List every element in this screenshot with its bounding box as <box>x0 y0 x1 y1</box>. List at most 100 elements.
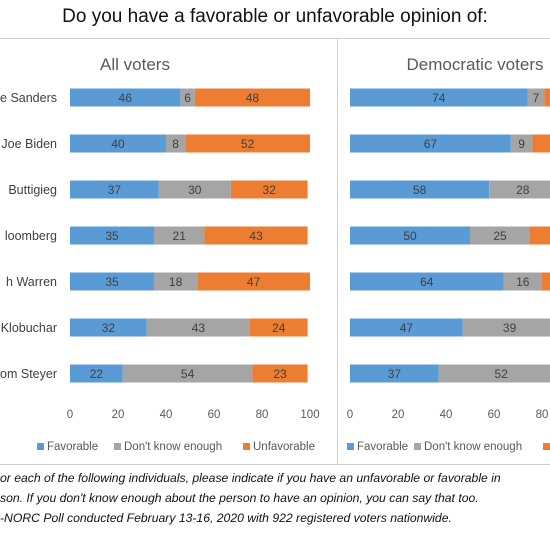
data-label: 50 <box>403 229 417 243</box>
data-label: 16 <box>516 275 530 289</box>
bar-segment <box>350 272 504 291</box>
category-label: e Sanders <box>0 91 57 105</box>
bar-segment <box>70 134 166 153</box>
legend-swatch <box>543 443 550 450</box>
tick-label: 20 <box>392 409 405 421</box>
bar-segment <box>154 226 205 245</box>
legend-swatch <box>347 443 354 450</box>
footnote-line-1: or each of the following individuals, pl… <box>0 471 501 485</box>
bar-segment <box>438 364 550 383</box>
data-label: 35 <box>105 275 119 289</box>
data-label: 6 <box>184 91 191 105</box>
data-label: 18 <box>169 275 183 289</box>
bar-segment <box>350 88 528 107</box>
tick-label: 20 <box>112 409 125 421</box>
category-label: Klobuchar <box>1 321 57 335</box>
legend-swatch <box>114 443 121 450</box>
footnote-line-3: -NORC Poll conducted February 13-16, 202… <box>0 511 452 525</box>
data-label: 40 <box>111 137 125 151</box>
bar-segment <box>70 318 147 337</box>
data-label: 28 <box>516 183 530 197</box>
page-title: Do you have a favorable or unfavorable o… <box>62 6 488 27</box>
tick-label: 40 <box>440 409 453 421</box>
data-label: 32 <box>102 321 116 335</box>
data-label: 8 <box>172 137 179 151</box>
category-label: loomberg <box>5 229 57 243</box>
bar-segment <box>530 226 550 245</box>
bar-segment <box>510 134 533 153</box>
bar-segment <box>252 364 308 383</box>
tick-label: 60 <box>208 409 221 421</box>
bar-segment <box>180 88 195 107</box>
bar-segment <box>70 226 154 245</box>
data-label: 43 <box>249 229 263 243</box>
data-label: 43 <box>192 321 206 335</box>
bar-segment <box>122 364 253 383</box>
bar-segment <box>470 226 530 245</box>
panel-divider <box>337 39 338 464</box>
legend-swatch <box>37 443 44 450</box>
bar-segment <box>166 134 186 153</box>
bar-segment <box>197 272 310 291</box>
tick-label: 80 <box>536 409 549 421</box>
data-label: 54 <box>181 367 195 381</box>
tick-label: 0 <box>67 409 73 421</box>
data-label: 67 <box>424 137 438 151</box>
bar-segment <box>350 318 463 337</box>
footnote-line-2: son. If you don't know enough about the … <box>0 491 479 505</box>
legend-label: Don't know enough <box>424 441 522 453</box>
data-label: 7 <box>533 91 540 105</box>
bar-segment <box>503 272 542 291</box>
bar-segment <box>350 180 490 199</box>
tick-label: 60 <box>488 409 501 421</box>
data-label: 37 <box>388 367 402 381</box>
bar-segment <box>527 88 545 107</box>
data-label: 25 <box>493 229 507 243</box>
bar-segment <box>146 318 250 337</box>
bar-segment <box>70 364 123 383</box>
data-label: 30 <box>188 183 202 197</box>
legend-label: Don't know enough <box>124 441 222 453</box>
bar-segment <box>350 226 470 245</box>
bar-segment <box>489 180 550 199</box>
category-label: Buttigieg <box>8 183 57 197</box>
legend-swatch <box>243 443 250 450</box>
data-label: 47 <box>247 275 261 289</box>
data-label: 21 <box>173 229 187 243</box>
bar-segment <box>70 180 159 199</box>
bar-segment <box>230 180 308 199</box>
data-label: 22 <box>90 367 104 381</box>
bar-segment <box>70 88 181 107</box>
data-label: 64 <box>420 275 434 289</box>
data-label: 47 <box>400 321 414 335</box>
data-label: 37 <box>108 183 122 197</box>
legend-label: Favorable <box>47 441 98 453</box>
category-label: om Steyer <box>0 367 57 381</box>
data-label: 46 <box>119 91 133 105</box>
bar-segment <box>250 318 308 337</box>
data-label: 74 <box>432 91 446 105</box>
bar-segment <box>532 134 550 153</box>
bar-segment <box>204 226 308 245</box>
tick-label: 40 <box>160 409 173 421</box>
tick-label: 100 <box>300 409 319 421</box>
data-label: 24 <box>272 321 286 335</box>
data-label: 48 <box>246 91 260 105</box>
bar-segment <box>154 272 198 291</box>
data-label: 52 <box>241 137 255 151</box>
legend-label: Favorable <box>357 441 408 453</box>
tick-label: 80 <box>256 409 269 421</box>
panel-title: All voters <box>100 55 170 74</box>
bar-segment <box>542 272 550 291</box>
bar-segment <box>194 88 310 107</box>
data-label: 35 <box>105 229 119 243</box>
panel-title: Democratic voters <box>407 55 544 74</box>
bar-segment <box>462 318 550 337</box>
tick-label: 0 <box>347 409 353 421</box>
data-label: 9 <box>518 137 525 151</box>
chart-frame <box>0 38 550 465</box>
data-label: 58 <box>413 183 427 197</box>
bar-segment <box>158 180 231 199</box>
